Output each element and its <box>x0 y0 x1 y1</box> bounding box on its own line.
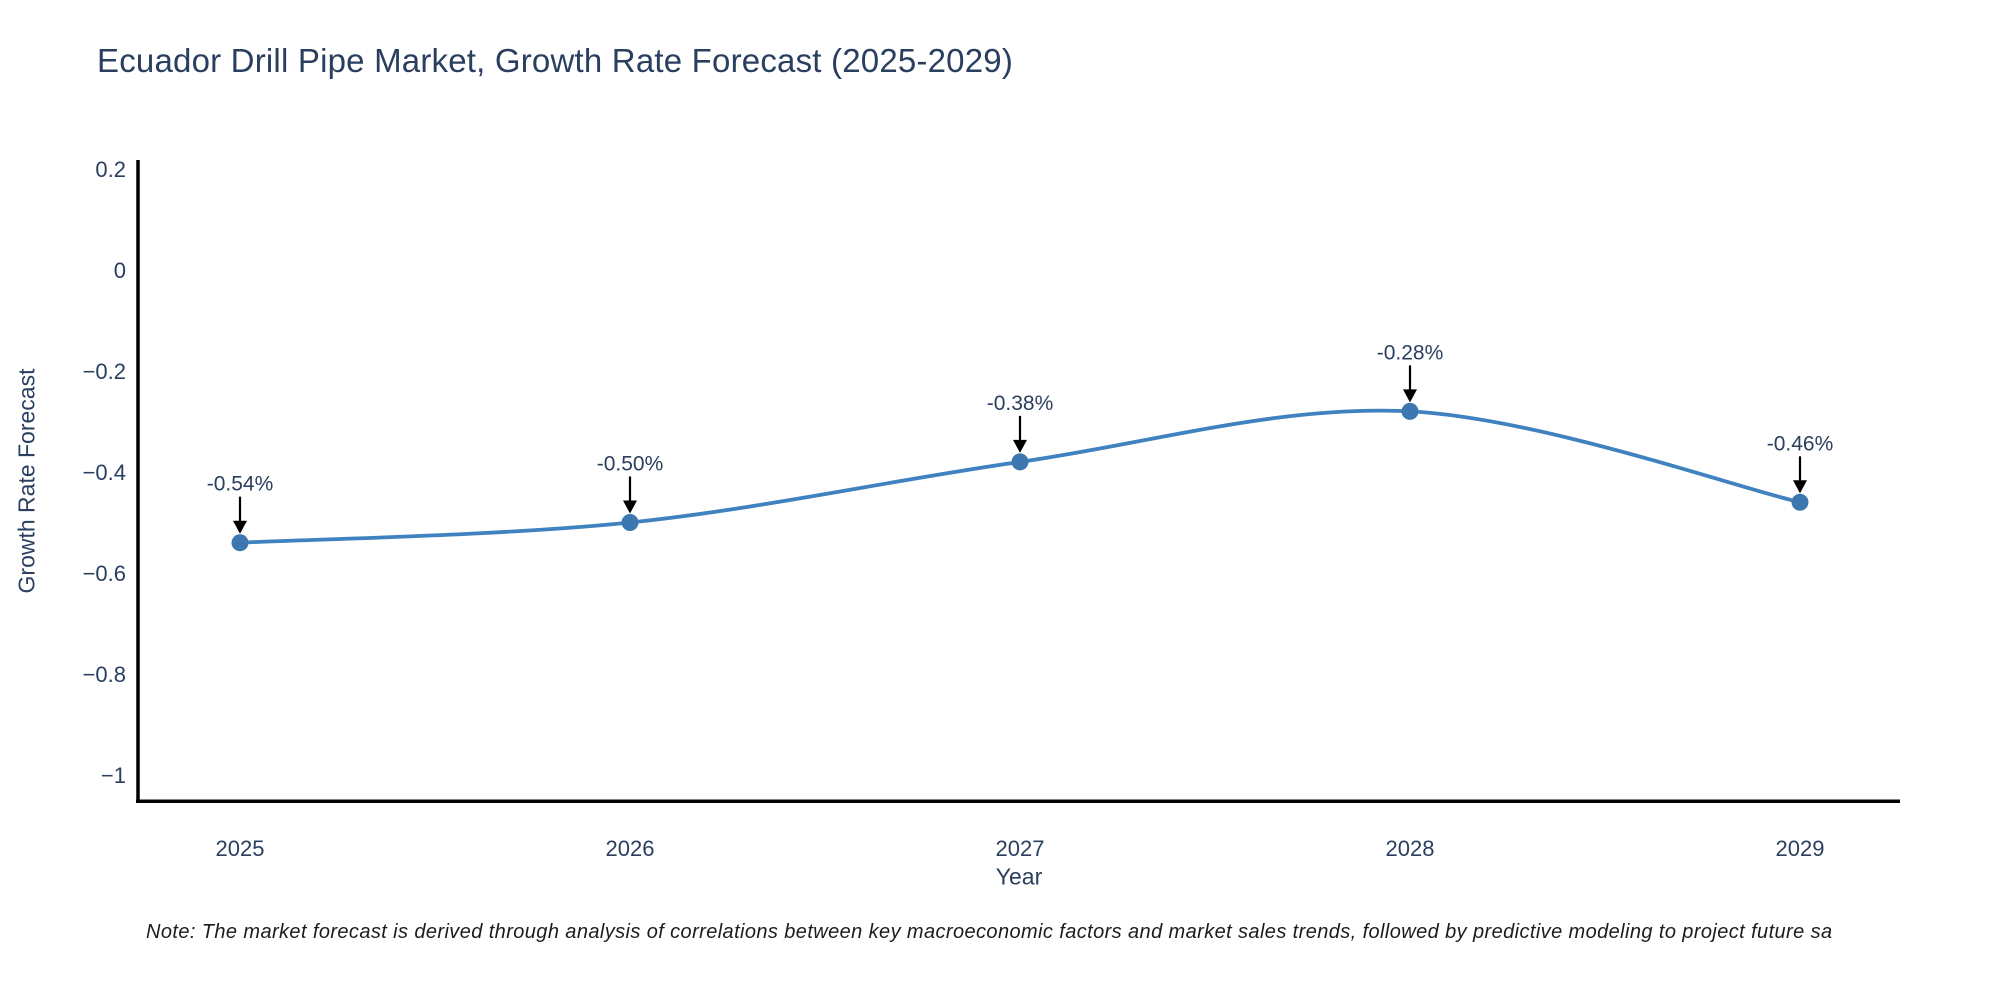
annotation-arrowhead <box>623 500 637 514</box>
annotation-label: -0.46% <box>1767 432 1834 455</box>
data-point-marker[interactable] <box>1401 402 1419 420</box>
annotation-arrowhead <box>1793 480 1807 494</box>
footnote: Note: The market forecast is derived thr… <box>146 921 1833 943</box>
data-point-marker[interactable] <box>621 514 639 531</box>
y-tick-label: −0.2 <box>83 359 126 384</box>
chart-title: Ecuador Drill Pipe Market, Growth Rate F… <box>97 42 1014 79</box>
x-tick-label: 2029 <box>1776 836 1825 861</box>
y-tick-label: −1 <box>101 763 126 788</box>
annotation-label: -0.54% <box>207 473 274 496</box>
x-tick-label: 2028 <box>1386 836 1435 861</box>
annotation-arrowhead <box>233 520 247 534</box>
x-tick-label: 2026 <box>606 836 655 861</box>
annotation-arrowhead <box>1403 389 1417 403</box>
annotation-arrowhead <box>1013 439 1027 453</box>
data-point-marker[interactable] <box>1791 493 1809 511</box>
y-tick-label: −0.8 <box>83 662 126 687</box>
y-tick-label: 0.2 <box>95 157 126 182</box>
annotation-label: -0.28% <box>1377 341 1444 364</box>
x-tick-label: 2027 <box>996 836 1045 861</box>
annotation-label: -0.38% <box>987 392 1054 415</box>
data-point-marker[interactable] <box>1011 453 1029 471</box>
x-tick-label: 2025 <box>216 836 265 861</box>
y-tick-label: 0 <box>114 258 126 283</box>
y-tick-label: −0.4 <box>83 460 126 485</box>
y-tick-label: −0.6 <box>83 561 126 586</box>
x-axis-title: Year <box>995 863 1043 890</box>
data-point-marker[interactable] <box>231 534 249 552</box>
annotation-label: -0.50% <box>597 453 664 476</box>
